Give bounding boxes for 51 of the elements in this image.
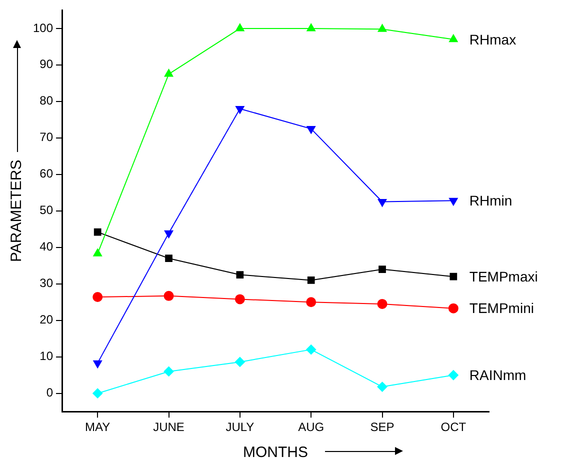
y-axis-title: PARAMETERS <box>8 160 26 262</box>
series-label: RHmin <box>469 192 512 209</box>
y-tick-label: 60 <box>40 166 54 181</box>
point <box>234 356 245 367</box>
y-tick-label: 50 <box>40 203 54 218</box>
point <box>164 69 174 77</box>
point <box>448 303 458 314</box>
y-tick-label: 0 <box>46 386 54 400</box>
x-tick-label: JULY <box>226 420 254 434</box>
point <box>307 276 315 284</box>
point <box>450 272 458 280</box>
point <box>92 292 103 302</box>
series-label: RHmax <box>469 31 516 48</box>
point <box>306 23 316 32</box>
point <box>449 34 458 42</box>
y-tick-label: 20 <box>40 312 54 327</box>
point <box>449 198 458 206</box>
point <box>378 24 387 32</box>
point <box>377 298 388 309</box>
series-label: TEMPmini <box>469 300 534 316</box>
x-axis-title: MONTHS <box>243 444 308 462</box>
point <box>164 290 174 301</box>
y-tick-label: 40 <box>40 240 54 254</box>
point <box>92 388 103 398</box>
point <box>236 23 244 32</box>
series-label: RAINmm <box>469 366 526 383</box>
y-tick-label: 70 <box>40 130 54 144</box>
y-tick-label: 100 <box>32 20 54 35</box>
y-tick-label: 30 <box>40 276 54 290</box>
point <box>377 382 388 392</box>
x-tick-label: MAY <box>85 420 110 434</box>
point <box>93 360 102 368</box>
y-tick-label: 10 <box>40 349 54 364</box>
point <box>236 271 244 278</box>
x-tick-label: SEP <box>370 420 394 434</box>
point <box>378 266 386 273</box>
point <box>94 228 102 236</box>
point <box>165 254 172 262</box>
x-tick-label: JUNE <box>153 420 184 434</box>
x-tick-label: OCT <box>440 420 467 434</box>
point <box>234 294 245 304</box>
point <box>306 344 316 355</box>
point <box>164 366 174 376</box>
point <box>164 230 174 238</box>
series-label: TEMPmaxi <box>469 268 538 284</box>
point <box>448 370 458 380</box>
x-tick-label: AUG <box>298 420 324 434</box>
point <box>306 297 316 308</box>
y-tick-label: 80 <box>40 94 54 108</box>
point <box>93 248 102 256</box>
y-tick-label: 90 <box>40 57 54 72</box>
